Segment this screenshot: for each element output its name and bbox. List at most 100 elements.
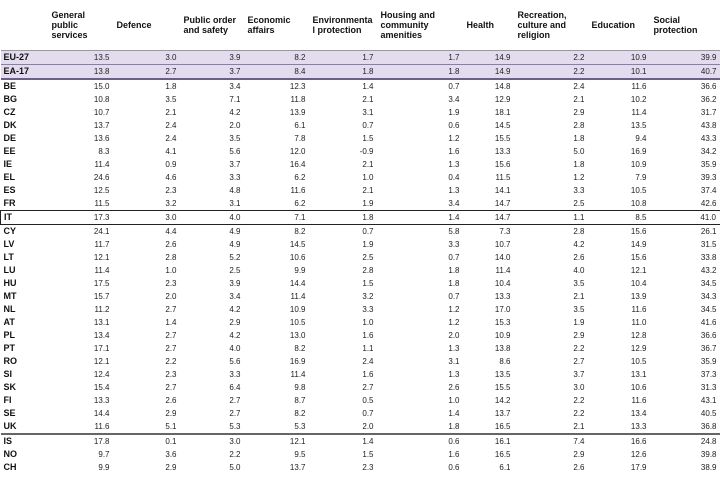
value-cell: 2.3 [165, 279, 177, 288]
value-cell: 1.1 [362, 344, 374, 353]
value-cell: 4.6 [165, 173, 177, 182]
value-cell: 12.0 [289, 147, 306, 156]
value-cell: 2.2 [573, 396, 585, 405]
value-cell: 13.7 [93, 121, 110, 130]
value-cell: 2.8 [165, 253, 177, 262]
value-cell: 0.7 [448, 292, 460, 301]
value-cell: 2.0 [448, 331, 460, 340]
value-cell: 41.6 [700, 318, 717, 327]
value-cell: -0.9 [359, 147, 374, 156]
value-cell: 3.3 [448, 240, 460, 249]
value-cell: 37.4 [700, 186, 717, 195]
value-cell: 2.7 [165, 331, 177, 340]
value-cell: 18.1 [494, 108, 511, 117]
value-cell: 3.4 [448, 199, 460, 208]
value-cell: 5.3 [229, 422, 241, 431]
table-row: SE 14.4 2.9 2.7 8.2 0.7 1.4 13.7 2.2 13.4 40.5 [1, 407, 720, 420]
value-cell: 1.4 [448, 409, 460, 418]
table-row: MT 15.7 2.0 3.4 11.4 3.2 0.7 13.3 2.1 13.9 34.3 [1, 290, 720, 303]
value-cell: 13.0 [289, 331, 306, 340]
value-cell: 5.0 [229, 463, 241, 472]
value-cell: 11.6 [290, 186, 306, 195]
value-cell: 12.8 [630, 331, 647, 340]
value-cell: 11.4 [631, 108, 647, 117]
value-cell: 3.6 [165, 450, 177, 459]
row-label: EA-17 [0, 64, 49, 80]
value-cell: 16.1 [463, 433, 515, 448]
value-cell: 1.8 [309, 64, 378, 80]
value-cell: 11.4 [290, 370, 306, 379]
table-body: EU-27 13.5 3.0 3.9 8.2 1.7 1.7 14.9 2.2 10.9 39.9 E… [0, 50, 720, 475]
value-cell: 12.9 [494, 95, 511, 104]
row-label: CY [3, 226, 17, 236]
row-label: PL [3, 330, 16, 340]
value-cell: 4.8 [229, 186, 241, 195]
value-cell: 0.7 [448, 82, 460, 91]
value-cell: 3.3 [229, 173, 241, 182]
value-cell: 4.9 [229, 240, 241, 249]
value-cell: 2.9 [229, 318, 241, 327]
value-cell: 10.9 [630, 160, 647, 169]
value-cell: 11.6 [631, 305, 647, 314]
corner-cell [0, 0, 49, 51]
table-row: NO 9.7 3.6 2.2 9.5 1.5 1.6 16.5 2.9 12.6 39.8 [1, 448, 720, 461]
row-label: BG [3, 94, 18, 104]
value-cell: 11.5 [495, 173, 511, 182]
value-cell: 17.0 [494, 305, 511, 314]
value-cell: 2.7 [573, 357, 585, 366]
table-row: HU 17.5 2.3 3.9 14.4 1.5 1.8 10.4 3.5 10.4 34.5 [1, 277, 720, 290]
value-cell: 4.0 [573, 266, 585, 275]
value-cell: 11.6 [631, 82, 647, 91]
value-cell: 7.4 [514, 433, 589, 448]
value-cell: 0.6 [377, 433, 464, 448]
table-row: SK 15.4 2.7 6.4 9.8 2.7 2.6 15.5 3.0 10.6 31.3 [1, 381, 720, 394]
value-cell: 6.2 [294, 173, 306, 182]
row-label: RO [3, 356, 18, 366]
value-cell: 24.6 [93, 173, 110, 182]
value-cell: 2.2 [229, 450, 241, 459]
value-cell: 7.9 [635, 173, 647, 182]
row-label: ES [3, 185, 16, 195]
value-cell: 15.5 [494, 383, 511, 392]
table-row: FR 11.5 3.2 3.1 6.2 1.9 3.4 14.7 2.5 10.8 42.6 [1, 197, 720, 211]
value-cell: 13.7 [494, 409, 511, 418]
value-cell: 2.9 [165, 463, 177, 472]
value-cell: 3.7 [229, 160, 241, 169]
table-row: BG 10.8 3.5 7.1 11.8 2.1 3.4 12.9 2.1 10.2 36.2 [1, 93, 720, 106]
value-cell: 1.8 [448, 422, 460, 431]
value-cell: 1.9 [573, 318, 585, 327]
column-header: Defence [113, 0, 181, 51]
row-label: LV [3, 239, 15, 249]
table-row: SI 12.4 2.3 3.3 11.4 1.6 1.3 13.5 3.7 13.1 37.3 [1, 368, 720, 381]
value-cell: 7.8 [294, 134, 306, 143]
value-cell: 8.2 [244, 50, 310, 65]
value-cell: 5.8 [448, 227, 460, 236]
row-label: SE [3, 408, 16, 418]
value-cell: 14.5 [289, 240, 306, 249]
table-row: RO 12.1 2.2 5.6 16.9 2.4 3.1 8.6 2.7 10.5 35.9 [1, 355, 720, 368]
value-cell: 6.1 [499, 463, 511, 472]
value-cell: 2.1 [362, 160, 374, 169]
value-cell: 11.4 [495, 266, 511, 275]
value-cell: 10.5 [289, 318, 306, 327]
header-row: General public services Defence Public ord… [0, 0, 720, 51]
value-cell: 2.5 [229, 266, 241, 275]
value-cell: 9.4 [635, 134, 647, 143]
value-cell: 42.6 [700, 199, 717, 208]
value-cell: 38.9 [700, 463, 717, 472]
value-cell: 1.6 [362, 370, 374, 379]
value-cell: 7.1 [244, 210, 310, 225]
value-cell: 0.6 [448, 463, 460, 472]
value-cell: 10.7 [93, 108, 110, 117]
value-cell: 1.5 [362, 279, 374, 288]
value-cell: 3.3 [573, 186, 585, 195]
row-label: NO [3, 449, 18, 459]
value-cell: 3.1 [362, 108, 374, 117]
value-cell: 10.5 [630, 357, 647, 366]
value-cell: 0.9 [165, 160, 177, 169]
value-cell: 36.8 [700, 422, 717, 431]
value-cell: 6.2 [294, 199, 306, 208]
value-cell: 7.3 [499, 227, 511, 236]
value-cell: 15.3 [494, 318, 511, 327]
column-header: Health [463, 0, 515, 51]
